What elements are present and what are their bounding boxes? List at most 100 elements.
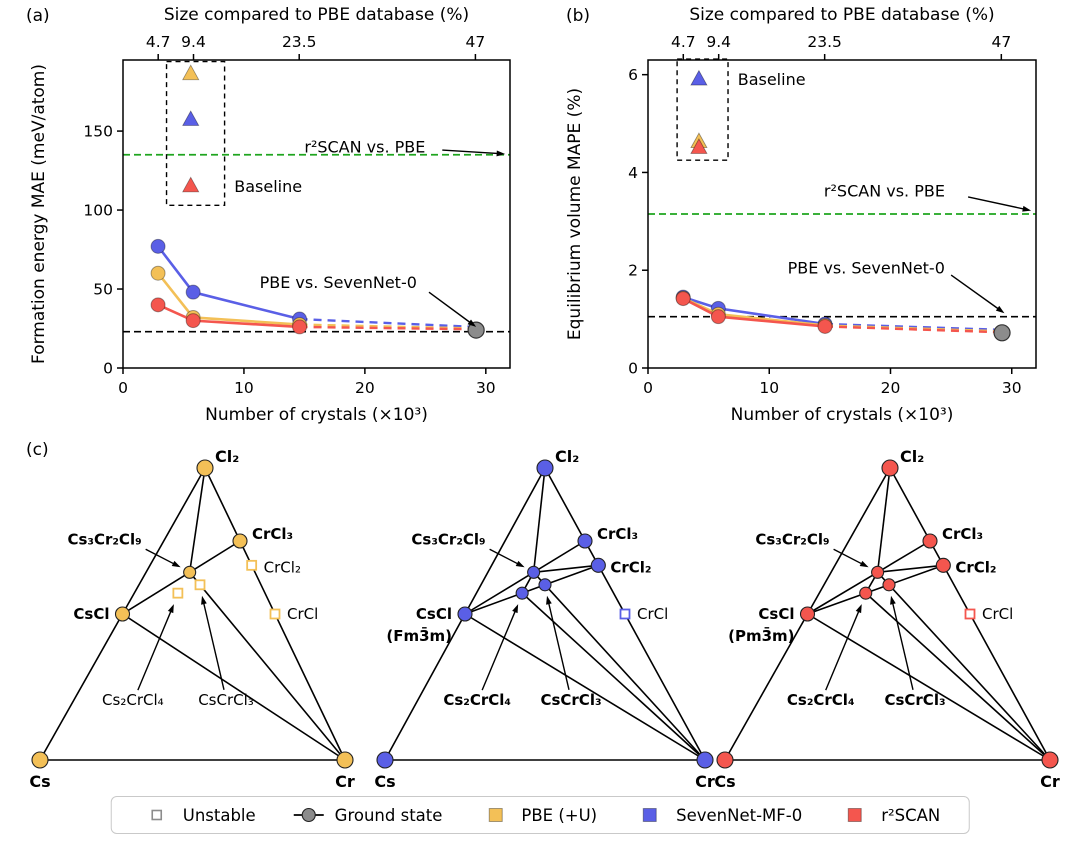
stable-point-CrCl3: [922, 533, 938, 549]
compound-label-CrCl2: CrCl₂: [610, 558, 651, 576]
legend-marker-square-icon: [848, 808, 863, 822]
stable-point-Cl2: [196, 459, 214, 477]
compound-label-Cl2: Cl₂: [215, 447, 239, 466]
data-point: [292, 319, 308, 335]
baseline-triangle-marker: [182, 64, 200, 81]
top-tick-label: 47: [991, 33, 1011, 51]
phase-diagrams: Cl₂ Cs Cr CsCl CrCl₃ Cs₃Cr₂Cl₉ CrCl₂ CrCl Cs₂CrC…: [0, 430, 1080, 791]
legend-item-unstable: Unstable: [140, 805, 256, 825]
compound-label-Cr: Cr: [695, 772, 715, 790]
top-tick-label: 9.4: [181, 33, 206, 51]
x-tick-label: 0: [643, 379, 653, 397]
compound-label-CrCl2: CrCl₂: [264, 558, 301, 576]
compound-label-CsCrCl3: CsCrCl₃: [884, 691, 945, 709]
stable-point-CsCrCl3: [882, 578, 896, 592]
stable-point-CsCl: [799, 606, 816, 622]
chart-a-svg: 0 50 100 150 0 10 20 30 4.7 9.4 23.5 47 Size compare…: [29, 5, 511, 425]
ground-state-point: [467, 321, 485, 339]
baseline-legend-box: [676, 58, 729, 161]
x-tick-label: 10: [759, 379, 779, 397]
stable-point-Cs3Cr2Cl9: [871, 565, 885, 579]
top-tick-label: 9.4: [706, 33, 731, 51]
panel-label-b: (b): [566, 6, 591, 26]
compound-label-CrCl: CrCl: [287, 605, 318, 623]
legend-marker-line-circle-icon: [293, 807, 324, 823]
baseline-label: Baseline: [738, 70, 806, 89]
x-tick-label: 30: [476, 379, 496, 397]
series-r2scan: [150, 297, 477, 335]
annotation-text: PBE vs. SevenNet-0: [788, 258, 945, 277]
compound-label-CrCl3: CrCl₃: [252, 525, 293, 543]
compound-label-CrCl2: CrCl₂: [955, 558, 996, 576]
legend-item-r-scan: r²SCAN: [838, 805, 940, 825]
compound-label-Cl2: Cl₂: [555, 447, 579, 466]
stable-point-Cl2: [536, 459, 554, 477]
top-tick-label: 23.5: [807, 33, 842, 51]
unstable-point-Cs2CrCl4: [172, 587, 184, 599]
cscl-spacegroup-label: (Pm3̄m): [728, 625, 794, 645]
top-axis-title: Size compared to PBE database (%): [689, 5, 994, 25]
x-tick-label: 0: [118, 379, 128, 397]
legend-item-sevennet-mf-0: SevenNet-MF-0: [633, 805, 802, 825]
y-tick-label: 0: [103, 360, 113, 378]
compound-label-Cs3Cr2Cl9: Cs₃Cr₂Cl₉: [755, 530, 829, 548]
stable-point-Cl2: [881, 459, 899, 477]
y-axis-title: Formation energy MAE (meV/atom): [29, 64, 49, 364]
compound-label-Cs: Cs: [29, 772, 50, 790]
stable-point-Cs: [716, 751, 734, 769]
compound-label-Cs2CrCl4: Cs₂CrCl₄: [102, 691, 164, 709]
data-point: [185, 313, 201, 329]
top-axis-title: Size compared to PBE database (%): [164, 5, 469, 25]
data-point: [185, 284, 201, 300]
legend-label: Ground state: [334, 805, 443, 825]
compound-label-CsCrCl3: CsCrCl₃: [198, 691, 254, 709]
stable-point-CrCl3: [577, 533, 593, 549]
baseline-triangle-marker: [182, 110, 200, 126]
legend-label: Unstable: [182, 805, 256, 825]
plot-frame: [647, 59, 1037, 369]
chart-b-svg: 0 2 4 6 0 10 20 30 4.7 9.4 23.5 47 Size compared to …: [565, 5, 1037, 425]
data-point: [150, 238, 166, 254]
stable-point-Cs: [376, 751, 394, 769]
series-r2scan: [675, 291, 1003, 334]
compound-label-CsCrCl3: CsCrCl₃: [540, 691, 601, 709]
compound-label-Cl2: Cl₂: [900, 447, 924, 466]
top-tick-label: 47: [466, 33, 486, 51]
unstable-point-CrCl: [964, 608, 976, 620]
data-point: [150, 265, 166, 281]
legend-marker-square-icon: [643, 808, 658, 822]
unstable-point-CrCl: [269, 608, 281, 620]
baseline-triangle-marker: [182, 176, 200, 193]
data-point: [675, 291, 691, 307]
y-tick-label: 0: [628, 360, 638, 378]
x-tick-label: 20: [355, 379, 375, 397]
baseline-label: Baseline: [234, 177, 302, 196]
stable-point-Cr: [696, 751, 714, 769]
stable-point-Cs2CrCl4: [515, 586, 529, 600]
legend-label: r²SCAN: [881, 805, 941, 825]
x-axis-title: Number of crystals (×10³): [731, 405, 954, 425]
data-point: [150, 297, 166, 313]
stable-point-CsCrCl3: [538, 578, 552, 592]
panel-label-a: (a): [26, 6, 50, 26]
equilibrium-volume-chart: 0 2 4 6 0 10 20 30 4.7 9.4 23.5 47 Size compared to …: [540, 0, 1080, 430]
y-axis-title: Equilibrium volume MAPE (%): [565, 88, 585, 340]
annotation-text: r²SCAN vs. PBE: [304, 137, 425, 156]
compound-label-Cs: Cs: [714, 772, 735, 790]
compound-label-Cr: Cr: [335, 772, 355, 790]
compound-label-CrCl: CrCl: [982, 605, 1013, 623]
x-tick-label: 20: [881, 379, 901, 397]
legend-label: PBE (+U): [521, 805, 598, 825]
compound-label-CrCl3: CrCl₃: [597, 525, 638, 543]
y-tick-label: 100: [83, 202, 113, 220]
y-tick-label: 150: [83, 123, 113, 141]
legend-marker-square-icon: [488, 808, 503, 822]
legend-label: SevenNet-MF-0: [676, 805, 803, 825]
unstable-point-CrCl: [619, 608, 631, 620]
stable-point-Cr: [1041, 751, 1059, 769]
formation-energy-chart: 0 50 100 150 0 10 20 30 4.7 9.4 23.5 47 Size compare…: [0, 0, 540, 430]
y-tick-label: 2: [628, 262, 638, 280]
stable-point-CrCl2: [590, 557, 606, 573]
x-tick-label: 30: [1002, 379, 1022, 397]
plot-frame: [122, 59, 511, 369]
